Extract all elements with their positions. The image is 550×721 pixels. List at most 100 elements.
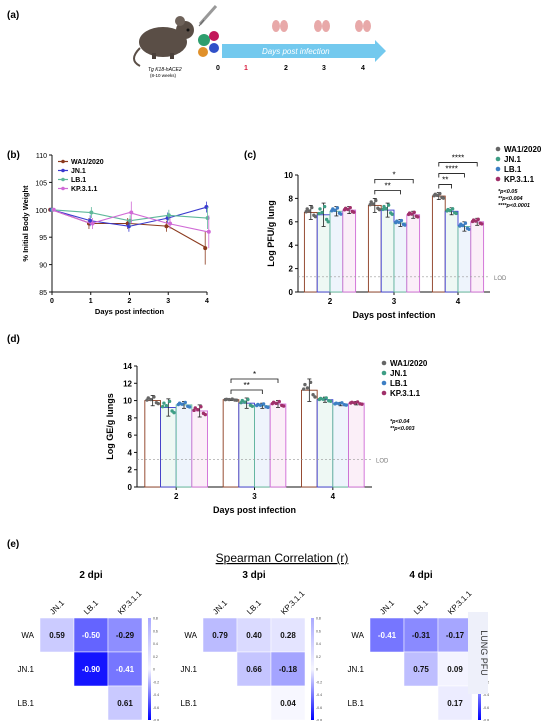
replicate-point [458, 224, 462, 228]
replicate-point [305, 386, 310, 390]
data-point-kp-3-1-1 [51, 207, 56, 212]
replicate-point [333, 402, 337, 406]
bar-wa1-2020-day-4 [431, 195, 446, 293]
syringe-icon [198, 5, 218, 27]
pvalue-note: ****p<0.0001 [498, 203, 530, 209]
replicate-point [381, 207, 385, 212]
heatmap-subtitle: 3 dpi [242, 570, 266, 581]
x-axis-label: Days post infection [352, 310, 435, 320]
colorbar-tick-label: 0.8 [153, 617, 158, 621]
mouse-label-line1: Tg K18-hACE2 [148, 67, 182, 73]
y-tick-label: 12 [123, 379, 132, 388]
replicate-point [250, 404, 255, 408]
heatmap-cell [202, 617, 238, 653]
bar-jn-1-day-4 [444, 210, 459, 293]
bar-lb-1-day-3 [393, 222, 408, 293]
heatmap-value: -0.50 [82, 631, 101, 640]
y-axis-label: Log PFU/g lung [266, 200, 276, 267]
colorbar [148, 618, 151, 720]
replicate-point [192, 408, 196, 413]
colorbar-tick-label: -0.4 [483, 693, 489, 697]
legend-label-wa1-2020: WA1/2020 [504, 145, 542, 154]
legend-label-lb-1: LB.1 [71, 177, 86, 184]
x-tick-label: 2 [128, 298, 132, 305]
replicate-point [167, 399, 172, 404]
heatmap-cell [403, 651, 439, 687]
colorbar-tick-label: -0.2 [153, 680, 159, 684]
y-tick-label: 8 [289, 194, 294, 203]
replicate-point [476, 217, 480, 222]
replicate-point [406, 212, 411, 217]
column-label: LB.1 [412, 598, 430, 616]
legend-marker-kp-3-1-1 [381, 390, 387, 396]
colorbar-tick-label: -0.6 [316, 706, 322, 710]
y-tick-label: 8 [128, 414, 133, 423]
replicate-point [303, 382, 307, 387]
legend-label-kp-3-1-1: KP.3.1.1 [71, 186, 97, 193]
heatmap-value: 0.66 [246, 665, 262, 674]
replicate-point [394, 220, 398, 225]
replicate-point [438, 191, 442, 196]
heatmap-subtitle: 4 dpi [409, 570, 433, 581]
replicate-point [261, 402, 266, 406]
colorbar-tick-label: 0 [153, 668, 155, 672]
significance-bracket [438, 173, 465, 178]
heatmap-value: 0.17 [447, 699, 463, 708]
bar-kp-3-1-1-day-3 [406, 214, 421, 293]
body-weight-chart: 85 90 95 100 105 110 0 1 2 3 4 Days post infection%… [21, 153, 211, 316]
heatmap-cell [236, 651, 272, 687]
heatmap-value: -0.41 [116, 665, 135, 674]
replicate-point [463, 221, 468, 225]
replicate-point [432, 194, 436, 198]
replicate-point [450, 207, 455, 211]
x-tick-label: 4 [456, 297, 461, 306]
bar-wa1-2020-day-3 [222, 399, 240, 488]
bar-lb-1-day-4 [332, 403, 349, 488]
replicate-point [301, 387, 306, 391]
heatmap-cell [39, 617, 75, 653]
data-point-lb-1 [89, 210, 94, 215]
heatmap-value: 0.09 [447, 665, 463, 674]
replicate-point [348, 401, 353, 405]
colorbar-tick-label: 0.2 [153, 655, 158, 659]
legend-label-jn-1: JN.1 [71, 168, 86, 175]
heatmap-value: 0.61 [117, 699, 133, 708]
legend-marker-wa1-2020 [495, 146, 501, 152]
replicate-point [266, 405, 270, 410]
x-tick-label: 2 [328, 297, 333, 306]
replicate-point [311, 392, 315, 397]
replicate-point [203, 412, 208, 417]
heatmap-value: -0.29 [116, 631, 135, 640]
replicate-point [277, 399, 281, 404]
heatmap-value: 0.75 [413, 665, 429, 674]
replicate-point [473, 219, 478, 223]
colorbar-tick-label: -0.4 [153, 693, 159, 697]
data-point-wa1-2020 [164, 224, 169, 229]
replicate-point [145, 398, 149, 402]
data-point-kp-3-1-1 [206, 229, 211, 234]
replicate-point [445, 209, 449, 213]
colorbar-tick-label: -0.8 [153, 719, 159, 721]
colorbar-tick-label: 0.6 [316, 629, 321, 633]
legend-marker-kp-3-1-1 [495, 176, 501, 182]
heatmap-value: -0.41 [378, 631, 397, 640]
colorbar-tick-label: -0.2 [316, 680, 322, 684]
replicate-point [403, 223, 407, 227]
significance-label: ** [442, 176, 448, 185]
row-label: JN.1 [181, 665, 198, 674]
pvalue-note: *p<0.04 [390, 419, 409, 425]
replicate-point [324, 396, 328, 400]
lung-icons [272, 20, 371, 32]
heatmap-cell [270, 617, 306, 653]
legend-label-lb-1: LB.1 [504, 165, 522, 174]
replicate-point [320, 210, 324, 215]
timeline-arrow [222, 40, 386, 62]
y-tick-label: 6 [128, 431, 133, 440]
colorbar-tick-label: 0.4 [153, 642, 158, 646]
heatmap-value: 0.04 [280, 699, 296, 708]
pvalue-note: **p<0.003 [390, 426, 415, 432]
y-tick-label: 0 [128, 483, 133, 492]
y-tick-label: 2 [128, 466, 133, 475]
row-label: LB.1 [18, 699, 35, 708]
heatmap-title: Spearman Correlation (r) [216, 551, 349, 565]
